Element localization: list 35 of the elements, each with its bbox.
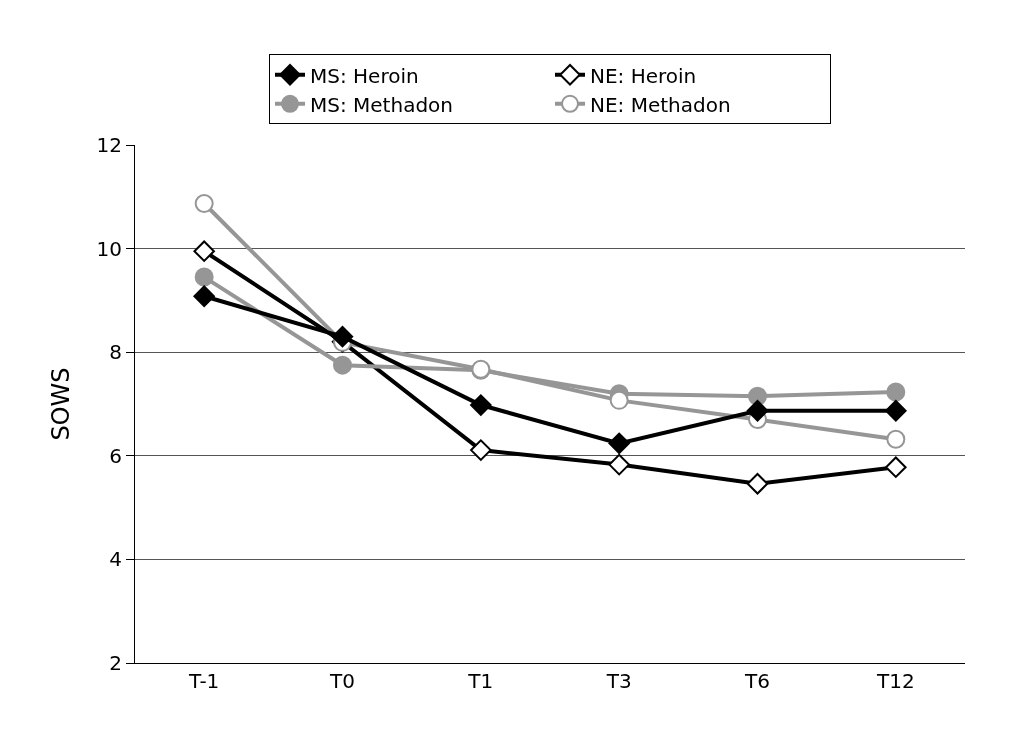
x-tick-label: T6: [744, 669, 770, 693]
point: [333, 355, 352, 375]
point: [746, 473, 769, 495]
point: [608, 432, 630, 455]
point: [470, 439, 492, 461]
point: [886, 382, 906, 402]
x-tick-label: T-1: [188, 669, 220, 693]
point: [748, 386, 767, 406]
point: [609, 390, 629, 410]
point: [608, 453, 630, 476]
point: [331, 325, 354, 348]
point: [194, 267, 214, 287]
y-tick-label: 2: [109, 651, 122, 675]
x-tick-label: T3: [605, 669, 632, 693]
x-tick-label: T1: [467, 669, 494, 693]
y-tick-label: 12: [96, 133, 122, 157]
point: [886, 429, 906, 449]
legend-label: MS: Heroin: [310, 63, 419, 88]
point: [746, 399, 769, 422]
legend-label: NE: Heroin: [590, 63, 697, 88]
point: [193, 240, 215, 262]
y-tick-label: 8: [109, 340, 122, 365]
x-tick-label: T0: [329, 669, 355, 693]
legend-label: NE: Methadon: [590, 92, 731, 117]
y-tick-label: 10: [96, 236, 122, 261]
point: [194, 194, 214, 214]
legend-label: MS: Methadon: [310, 92, 453, 117]
x-tick-label: T12: [875, 669, 915, 693]
y-axis-title: SOWS: [46, 367, 75, 441]
point: [885, 399, 907, 422]
point: [885, 456, 907, 478]
point: [193, 285, 215, 308]
y-tick-label: 6: [109, 443, 122, 468]
point: [470, 394, 492, 416]
y-tick-label: 4: [109, 547, 122, 572]
